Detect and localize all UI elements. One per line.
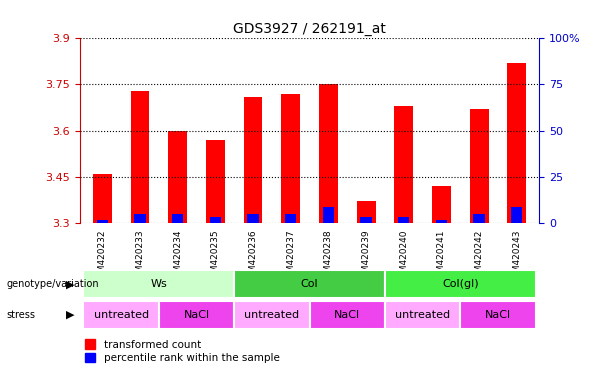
Bar <box>319 84 338 223</box>
Text: Col(gl): Col(gl) <box>442 279 479 289</box>
Text: GSM420234: GSM420234 <box>173 230 182 284</box>
Text: stress: stress <box>6 310 35 320</box>
Bar <box>394 106 413 223</box>
Bar <box>134 214 146 223</box>
Text: NaCl: NaCl <box>183 310 210 320</box>
Title: GDS3927 / 262191_at: GDS3927 / 262191_at <box>233 22 386 36</box>
Text: GSM420236: GSM420236 <box>248 230 257 284</box>
Text: ▶: ▶ <box>66 279 75 289</box>
Text: GSM420240: GSM420240 <box>399 230 408 284</box>
Text: GSM420241: GSM420241 <box>437 230 446 284</box>
FancyBboxPatch shape <box>385 270 536 298</box>
Bar <box>360 217 371 223</box>
Bar <box>398 217 409 223</box>
Bar <box>470 109 489 223</box>
Bar <box>172 214 183 223</box>
Text: GSM420239: GSM420239 <box>362 230 371 284</box>
FancyBboxPatch shape <box>159 301 234 329</box>
Text: NaCl: NaCl <box>334 310 360 320</box>
Text: ▶: ▶ <box>66 310 75 320</box>
Bar <box>436 220 447 223</box>
Bar <box>97 220 108 223</box>
Text: GSM420237: GSM420237 <box>286 230 295 284</box>
FancyBboxPatch shape <box>83 301 159 329</box>
Bar <box>131 91 150 223</box>
FancyBboxPatch shape <box>460 301 536 329</box>
Text: GSM420232: GSM420232 <box>98 230 107 284</box>
Bar <box>281 94 300 223</box>
FancyBboxPatch shape <box>385 301 460 329</box>
Text: GSM420235: GSM420235 <box>211 230 220 284</box>
Bar <box>473 214 485 223</box>
Text: untreated: untreated <box>245 310 299 320</box>
Bar <box>508 63 526 223</box>
Bar <box>93 174 112 223</box>
FancyBboxPatch shape <box>234 301 310 329</box>
Text: GSM420233: GSM420233 <box>135 230 145 284</box>
Text: untreated: untreated <box>395 310 450 320</box>
FancyBboxPatch shape <box>234 270 385 298</box>
Bar <box>210 217 221 223</box>
Text: GSM420242: GSM420242 <box>474 230 484 284</box>
Bar <box>206 140 225 223</box>
Text: Ws: Ws <box>150 279 167 289</box>
Legend: transformed count, percentile rank within the sample: transformed count, percentile rank withi… <box>85 339 280 363</box>
Text: GSM420238: GSM420238 <box>324 230 333 284</box>
Text: GSM420243: GSM420243 <box>512 230 521 284</box>
Text: genotype/variation: genotype/variation <box>6 279 99 289</box>
Bar <box>248 214 259 223</box>
Bar <box>243 97 262 223</box>
Text: untreated: untreated <box>94 310 149 320</box>
Text: NaCl: NaCl <box>485 310 511 320</box>
Text: Col: Col <box>301 279 318 289</box>
Bar <box>168 131 187 223</box>
Bar <box>432 186 451 223</box>
Bar <box>357 201 376 223</box>
Bar <box>511 207 522 223</box>
FancyBboxPatch shape <box>310 301 385 329</box>
FancyBboxPatch shape <box>83 270 234 298</box>
Bar <box>323 207 334 223</box>
Bar <box>285 214 296 223</box>
